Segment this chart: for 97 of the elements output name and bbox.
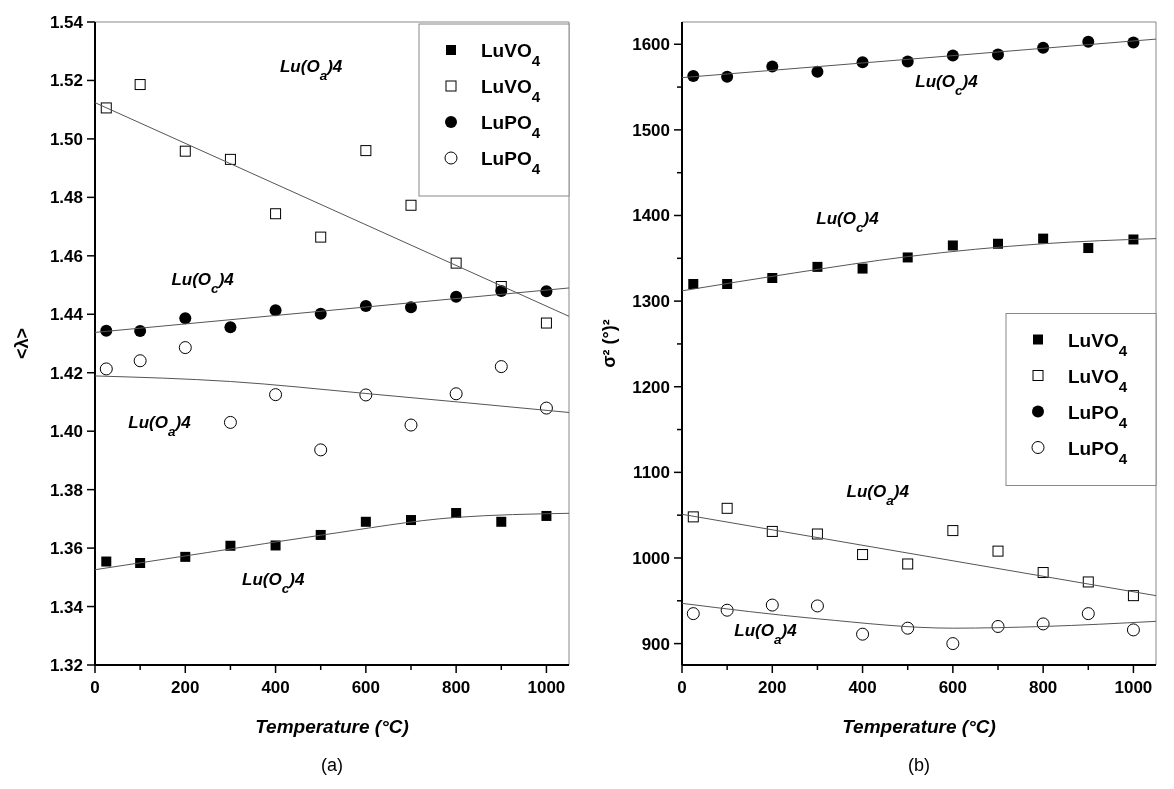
annotation: Lu(O$_{a}$)4 <box>279 57 343 83</box>
annotation: Lu(O$_{a}$)4 <box>846 482 910 508</box>
point <box>449 387 463 401</box>
point <box>178 341 192 355</box>
y-tick-label: 1000 <box>632 548 670 568</box>
point <box>1036 617 1050 631</box>
annotation: Lu(O$_{c}$)4 <box>915 71 979 98</box>
point <box>179 145 191 157</box>
text: (a) <box>321 755 343 775</box>
x-tick-label: 400 <box>261 678 290 697</box>
point <box>1083 243 1094 254</box>
x-tick-label: 400 <box>848 678 877 697</box>
point <box>270 208 282 220</box>
point <box>721 502 733 514</box>
point <box>765 598 779 612</box>
point <box>902 558 914 570</box>
legend-label: LuVO$_{4}$ <box>1068 329 1128 358</box>
x-tick-label: 800 <box>441 678 471 697</box>
y-tick-label: 1.32 <box>49 656 83 675</box>
legend-label: LuPO$_{4}$ <box>481 112 541 141</box>
point <box>101 556 112 567</box>
legend-label: LuVO$_{4}$ <box>1068 365 1128 394</box>
annotation: Lu(O$_{c}$)4 <box>242 569 305 596</box>
point <box>540 317 552 329</box>
annotation: Lu(O$_{c}$)4 <box>171 269 235 296</box>
y-tick-label: 1500 <box>632 120 670 140</box>
text: (b) <box>908 755 930 775</box>
x-tick-label: 1000 <box>527 678 566 697</box>
point <box>856 627 870 641</box>
point <box>314 443 328 457</box>
point <box>857 263 868 274</box>
point <box>360 516 371 527</box>
point <box>404 418 418 432</box>
point <box>133 354 147 368</box>
x-axis-title: Temperature (°C) <box>842 716 996 737</box>
y-tick-label: 1.42 <box>49 363 83 383</box>
point <box>686 607 700 621</box>
y-tick-label: 900 <box>641 634 670 654</box>
x-tick-label: 0 <box>90 678 100 697</box>
point <box>405 199 417 211</box>
annotation: Lu(O$_{a}$)4 <box>734 621 798 647</box>
annotation: Lu(O$_{a}$)4 <box>128 413 192 439</box>
point <box>360 145 372 157</box>
point <box>1126 623 1140 637</box>
point <box>946 637 960 651</box>
point <box>315 231 327 243</box>
point <box>269 388 283 402</box>
point <box>688 279 699 289</box>
legend-label: LuPO$_{4}$ <box>481 148 541 177</box>
x-tick-label: 200 <box>171 678 200 697</box>
annotation: Lu(O$_{c}$)4 <box>816 208 880 235</box>
point <box>810 599 824 613</box>
x-axis-title: Temperature (°C) <box>255 716 409 737</box>
point <box>99 362 113 376</box>
y-tick-label: 1.34 <box>49 597 84 617</box>
y-tick-label: 1.38 <box>49 480 83 500</box>
point <box>224 321 237 334</box>
x-tick-label: 600 <box>938 678 968 697</box>
y-tick-label: 1.54 <box>49 13 84 32</box>
point <box>947 240 958 251</box>
point <box>134 79 146 91</box>
point <box>1038 233 1049 244</box>
x-tick-label: 0 <box>677 678 687 697</box>
legend-label: LuPO$_{4}$ <box>1068 437 1128 466</box>
y-axis-title: σ² (°)² <box>599 319 619 368</box>
y-tick-label: 1100 <box>633 463 670 483</box>
y-tick-label: 1.40 <box>49 422 83 442</box>
point <box>223 415 237 429</box>
y-tick-label: 1.36 <box>49 539 83 559</box>
point <box>494 360 508 374</box>
y-tick-label: 1.50 <box>49 129 83 149</box>
point <box>496 516 507 527</box>
point <box>992 545 1004 557</box>
y-tick-label: 1300 <box>632 292 670 312</box>
point <box>179 312 192 325</box>
point <box>1081 607 1095 621</box>
y-tick-label: 1.52 <box>49 71 83 91</box>
legend-label: LuVO$_{4}$ <box>481 76 541 105</box>
x-tick-label: 1000 <box>1114 678 1153 697</box>
y-tick-label: 1600 <box>632 35 670 55</box>
y-axis-title: <λ> <box>12 327 32 360</box>
y-tick-label: 1.44 <box>49 305 84 325</box>
point <box>857 549 869 561</box>
point <box>269 304 282 317</box>
y-tick-label: 1200 <box>632 377 670 397</box>
x-tick-label: 600 <box>351 678 381 697</box>
x-tick-label: 200 <box>758 678 787 697</box>
point <box>947 525 959 537</box>
point <box>1128 234 1139 245</box>
point <box>224 153 236 165</box>
legend-label: LuPO$_{4}$ <box>1068 401 1128 430</box>
x-tick-label: 800 <box>1028 678 1058 697</box>
y-tick-label: 1.48 <box>49 188 83 208</box>
line-series <box>94 375 570 413</box>
y-tick-label: 1400 <box>632 206 670 226</box>
y-tick-label: 1.46 <box>49 246 83 266</box>
legend-label: LuVO$_{4}$ <box>481 40 541 69</box>
